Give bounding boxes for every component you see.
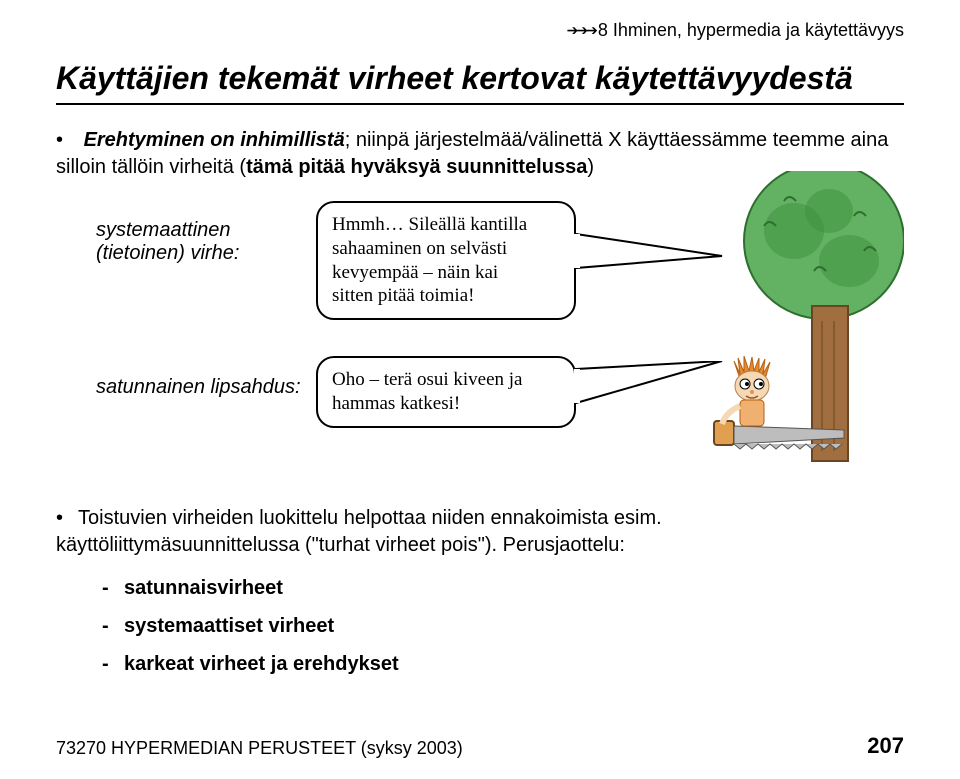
breadcrumb-text: 8 Ihminen, hypermedia ja käytettävyys xyxy=(598,20,904,41)
bubble-bottom: Oho – terä osui kiveen ja hammas katkesi… xyxy=(316,356,576,428)
lower-bullet: Toistuvien virheiden luokittelu helpotta… xyxy=(56,505,904,559)
sub-item-3: karkeat virheet ja erehdykset xyxy=(102,645,904,683)
intro-emphasis: Erehtyminen on inhimillistä xyxy=(84,129,345,151)
sub-item-2: systemaattiset virheet xyxy=(102,607,904,645)
footer-left: 73270 HYPERMEDIAN PERUSTEET (syksy 2003) xyxy=(56,738,463,759)
intro-bold: tämä pitää hyväksyä suunnittelussa xyxy=(246,156,587,178)
page-title: Käyttäjien tekemät virheet kertovat käyt… xyxy=(56,60,904,97)
bubble-bottom-pointer xyxy=(574,361,724,421)
title-underline xyxy=(56,103,904,105)
page-footer: 73270 HYPERMEDIAN PERUSTEET (syksy 2003)… xyxy=(56,733,904,759)
systematic-label: systemaattinen (tietoinen) virhe: xyxy=(96,219,239,265)
sub-item-1: satunnaisvirheet xyxy=(102,569,904,607)
intro-post: ) xyxy=(587,156,594,178)
breadcrumb: ➔➔➔ 8 Ihminen, hypermedia ja käytettävyy… xyxy=(567,20,904,41)
random-label: satunnainen lipsahdus: xyxy=(96,376,301,399)
tree-illustration xyxy=(704,171,904,491)
page-number: 207 xyxy=(867,733,904,759)
arrow-icon: ➔➔➔ xyxy=(567,22,596,39)
bubble-top-pointer xyxy=(574,226,724,286)
bubble-top: Hmmh… Sileällä kantilla sahaaminen on se… xyxy=(316,201,576,320)
